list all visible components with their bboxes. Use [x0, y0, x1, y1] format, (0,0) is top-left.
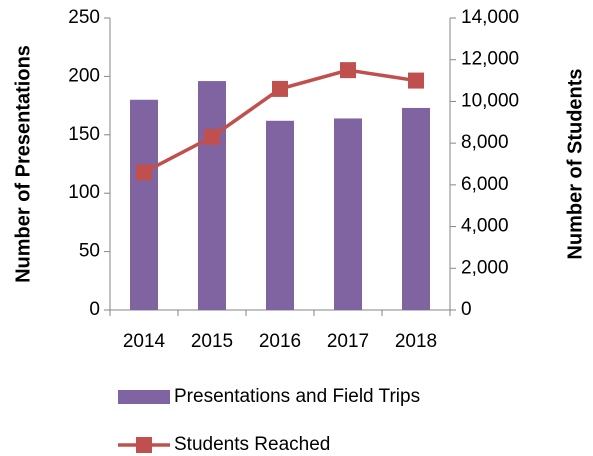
x-tick-label: 2014: [123, 331, 166, 352]
y-tick-label: 150: [68, 124, 100, 145]
bar: [130, 99, 158, 310]
y2-tick-label: 4,000: [461, 216, 509, 237]
marker: [136, 164, 152, 181]
y-tick-label: 100: [68, 182, 100, 203]
x-tick-label: 2018: [395, 331, 437, 352]
x-tick-label: 2016: [259, 331, 301, 352]
y-tick-label: 0: [89, 299, 100, 320]
legend-swatch: [118, 390, 170, 404]
legend-label: Presentations and Field Trips: [174, 386, 420, 407]
y-axis-title: Number of Presentations: [12, 45, 34, 283]
bar: [402, 107, 430, 310]
y2-tick-label: 12,000: [461, 49, 519, 70]
y-tick-label: 50: [79, 241, 100, 262]
y2-tick-label: 2,000: [461, 257, 509, 278]
marker: [408, 72, 424, 89]
y2-tick-label: 6,000: [461, 174, 509, 195]
y-tick-label: 250: [68, 7, 100, 28]
x-tick-label: 2015: [191, 331, 233, 352]
legend-label: Students Reached: [174, 434, 330, 455]
marker: [204, 128, 220, 145]
bar: [198, 81, 226, 311]
y2-axis-title: Number of Students: [564, 68, 586, 259]
bar: [266, 120, 294, 310]
y2-tick-label: 10,000: [461, 90, 519, 111]
y-tick-label: 200: [68, 65, 100, 86]
y2-tick-label: 8,000: [461, 132, 509, 153]
marker: [340, 62, 356, 79]
y2-tick-label: 14,000: [461, 7, 519, 28]
x-tick-label: 2017: [327, 331, 369, 352]
marker: [272, 80, 288, 97]
y2-tick-label: 0: [461, 299, 472, 320]
bar: [334, 118, 362, 310]
legend-marker: [136, 437, 152, 453]
